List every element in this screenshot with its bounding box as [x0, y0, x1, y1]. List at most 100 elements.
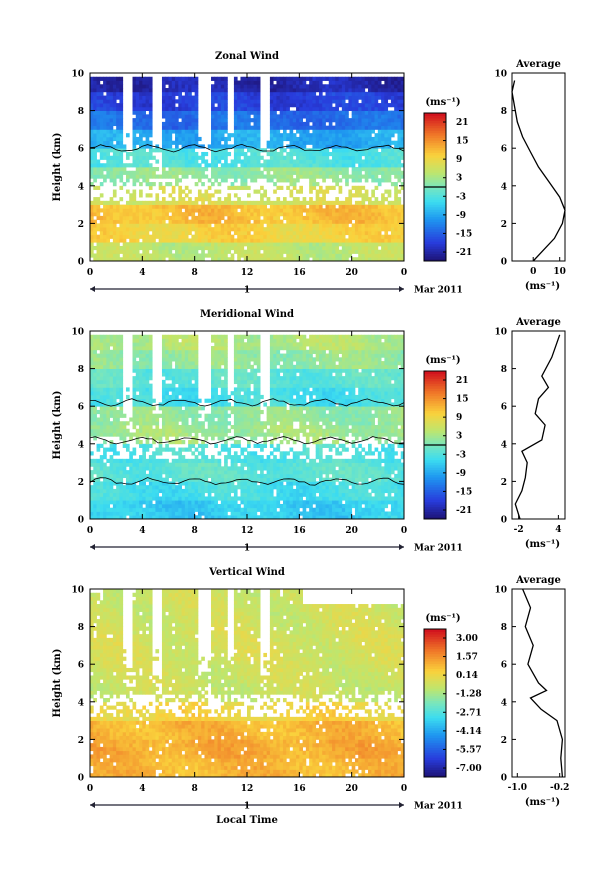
heatmap-cell: [142, 253, 146, 258]
heatmap-cell: [106, 485, 111, 490]
heatmap-cell: [181, 238, 186, 243]
date-bar-arrow-right: [399, 286, 404, 292]
heatmap-cell: [207, 223, 212, 228]
heatmap-cell: [211, 170, 215, 175]
heatmap-cell: [332, 242, 336, 247]
heatmap-cell: [184, 174, 189, 179]
heatmap-cell: [384, 249, 389, 254]
heatmap-cell: [374, 133, 379, 138]
heatmap-cell: [243, 159, 248, 164]
heatmap-cell: [90, 361, 94, 366]
heatmap-cell: [237, 227, 241, 232]
heatmap-cell: [109, 394, 114, 400]
heatmap-cell: [394, 151, 398, 157]
heatmap-cell: [191, 114, 196, 119]
heatmap-cell: [90, 170, 94, 175]
heatmap-cell: [227, 223, 232, 228]
heatmap-cell: [161, 428, 166, 433]
heatmap-cell: [237, 155, 241, 160]
heatmap-cell: [158, 462, 163, 467]
heatmap-cell: [158, 496, 163, 501]
heatmap-cell: [351, 170, 356, 175]
heatmap-cell: [129, 473, 133, 479]
heatmap-cell: [302, 215, 307, 221]
heatmap-cell: [142, 406, 146, 411]
heatmap-cell: [132, 334, 137, 339]
heatmap-cell: [305, 257, 310, 261]
heatmap-cell: [240, 242, 245, 247]
heatmap-cell: [175, 91, 179, 96]
heatmap-cell: [168, 106, 173, 111]
heatmap-cell: [377, 95, 382, 100]
heatmap-cell: [165, 230, 169, 236]
heatmap-cell: [122, 257, 127, 261]
heatmap-cell: [184, 91, 189, 96]
heatmap-cell: [368, 249, 372, 254]
heatmap-cell: [132, 368, 137, 373]
heatmap-cell: [345, 80, 349, 85]
heatmap-cell: [230, 159, 235, 164]
heatmap-cell: [400, 76, 404, 81]
heatmap-cell: [109, 99, 114, 104]
heatmap-cell: [132, 466, 137, 471]
heatmap-cell: [214, 242, 218, 247]
heatmap-cell: [374, 95, 379, 100]
heatmap-cell: [142, 208, 146, 213]
heatmap-cell: [305, 208, 310, 213]
heatmap-cell: [145, 95, 150, 100]
heatmap-cell: [305, 219, 310, 224]
heatmap-cell: [328, 185, 333, 190]
heatmap-cell: [165, 95, 169, 100]
heatmap-cell: [240, 95, 245, 100]
heatmap-cell: [332, 170, 336, 175]
heatmap-cell: [263, 159, 268, 164]
heatmap-cell: [345, 140, 349, 145]
heatmap-cell: [171, 440, 176, 445]
heatmap-cell: [132, 507, 137, 512]
heatmap-cell: [233, 80, 238, 85]
heatmap-cell: [377, 212, 382, 217]
heatmap-cell: [112, 212, 117, 217]
heatmap-cell: [103, 223, 107, 228]
heatmap-cell: [139, 159, 143, 164]
heatmap-cell: [292, 234, 297, 239]
heatmap-cell: [374, 249, 379, 254]
heatmap-cell: [328, 125, 333, 130]
heatmap-cell: [348, 249, 353, 254]
heatmap-cell: [332, 99, 336, 104]
heatmap-cell: [348, 99, 353, 104]
heatmap-cell: [358, 212, 362, 217]
heatmap-cell: [165, 485, 169, 490]
heatmap-cell: [341, 125, 346, 130]
heatmap-cell: [351, 159, 356, 164]
heatmap-cell: [93, 349, 97, 354]
heatmap-cell: [309, 76, 313, 81]
heatmap-cell: [168, 417, 173, 422]
heatmap-cell: [368, 227, 372, 232]
heatmap-cell: [90, 500, 94, 505]
heatmap-cell: [211, 204, 215, 209]
heatmap-cell: [309, 197, 313, 202]
heatmap-cell: [348, 140, 353, 145]
heatmap-cell: [211, 95, 215, 100]
heatmap-cell: [292, 167, 297, 172]
heatmap-cell: [106, 84, 111, 89]
heatmap-cell: [165, 80, 169, 85]
heatmap-cell: [132, 227, 137, 232]
heatmap-cell: [214, 178, 218, 183]
heatmap-cell: [341, 204, 346, 209]
heatmap-cell: [211, 151, 215, 157]
heatmap-cell: [135, 76, 140, 81]
heatmap-cell: [338, 178, 343, 183]
heatmap-cell: [142, 334, 146, 339]
heatmap-cell: [318, 253, 323, 258]
heatmap-cell: [116, 167, 120, 172]
heatmap-cell: [227, 167, 232, 172]
colorbar-band: [424, 184, 446, 188]
heatmap-cell: [299, 91, 303, 96]
heatmap-cell: [181, 163, 186, 168]
heatmap-cell: [132, 376, 137, 381]
heatmap-cell: [171, 155, 176, 160]
heatmap-cell: [129, 193, 133, 198]
heatmap-cell: [315, 159, 320, 164]
